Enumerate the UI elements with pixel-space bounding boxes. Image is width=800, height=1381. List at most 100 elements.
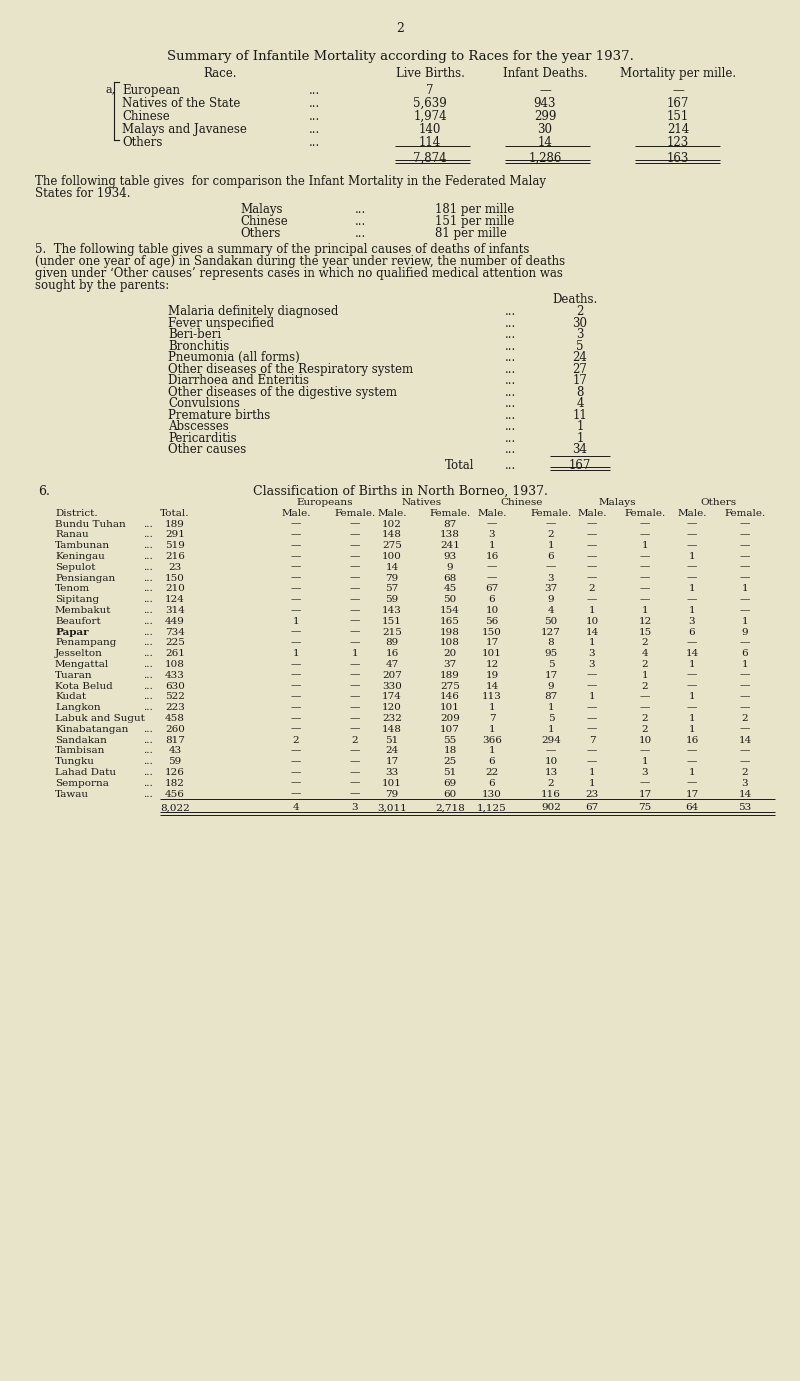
Text: 1: 1: [642, 541, 648, 550]
Text: —: —: [640, 779, 650, 787]
Text: —: —: [350, 714, 360, 722]
Text: —: —: [587, 757, 597, 766]
Text: Diarrhoea and Enteritis: Diarrhoea and Enteritis: [168, 374, 309, 387]
Text: States for 1934.: States for 1934.: [35, 186, 130, 200]
Text: Langkon: Langkon: [55, 703, 101, 713]
Text: Tambisan: Tambisan: [55, 746, 106, 755]
Text: ...: ...: [504, 305, 516, 318]
Text: ...: ...: [143, 746, 153, 755]
Text: 215: 215: [382, 627, 402, 637]
Text: 5,639: 5,639: [413, 97, 447, 110]
Text: 1: 1: [742, 584, 748, 594]
Text: 17: 17: [686, 790, 698, 798]
Text: —: —: [291, 790, 301, 798]
Text: —: —: [587, 595, 597, 603]
Text: —: —: [740, 573, 750, 583]
Text: 2: 2: [548, 779, 554, 787]
Text: —: —: [740, 519, 750, 529]
Text: 1: 1: [589, 779, 595, 787]
Text: —: —: [740, 692, 750, 702]
Text: —: —: [291, 562, 301, 572]
Text: ...: ...: [143, 779, 153, 787]
Text: ...: ...: [504, 443, 516, 456]
Text: —: —: [740, 703, 750, 713]
Text: 817: 817: [165, 736, 185, 744]
Text: —: —: [350, 703, 360, 713]
Text: —: —: [350, 671, 360, 679]
Text: —: —: [350, 541, 360, 550]
Text: ...: ...: [143, 595, 153, 603]
Text: Other diseases of the digestive system: Other diseases of the digestive system: [168, 385, 397, 399]
Text: —: —: [350, 725, 360, 733]
Text: 151 per mille: 151 per mille: [435, 215, 514, 228]
Text: —: —: [350, 627, 360, 637]
Text: —: —: [350, 530, 360, 540]
Text: 14: 14: [486, 681, 498, 690]
Text: 25: 25: [443, 757, 457, 766]
Text: —: —: [640, 530, 650, 540]
Text: —: —: [350, 573, 360, 583]
Text: 7,874: 7,874: [413, 152, 447, 164]
Text: —: —: [291, 768, 301, 778]
Text: —: —: [350, 779, 360, 787]
Text: —: —: [640, 703, 650, 713]
Text: ...: ...: [504, 396, 516, 410]
Text: 1: 1: [576, 431, 584, 445]
Text: Mortality per mille.: Mortality per mille.: [620, 68, 736, 80]
Text: 167: 167: [667, 97, 689, 110]
Text: 151: 151: [382, 617, 402, 626]
Text: 8: 8: [548, 638, 554, 648]
Text: 1: 1: [589, 768, 595, 778]
Text: 5: 5: [548, 714, 554, 722]
Text: 120: 120: [382, 703, 402, 713]
Text: Male.: Male.: [282, 508, 310, 518]
Text: 223: 223: [165, 703, 185, 713]
Text: 3: 3: [576, 329, 584, 341]
Text: —: —: [687, 519, 697, 529]
Text: 3: 3: [489, 530, 495, 540]
Text: 6: 6: [489, 757, 495, 766]
Text: Female.: Female.: [724, 508, 766, 518]
Text: —: —: [587, 746, 597, 755]
Text: 902: 902: [541, 804, 561, 812]
Text: 1: 1: [489, 746, 495, 755]
Text: ...: ...: [504, 420, 516, 434]
Text: 207: 207: [382, 671, 402, 679]
Text: 15: 15: [638, 627, 652, 637]
Text: 126: 126: [165, 768, 185, 778]
Text: —: —: [350, 606, 360, 615]
Text: —: —: [291, 606, 301, 615]
Text: —: —: [291, 530, 301, 540]
Text: —: —: [350, 617, 360, 626]
Text: Membakut: Membakut: [55, 606, 111, 615]
Text: 1: 1: [589, 606, 595, 615]
Text: 47: 47: [386, 660, 398, 668]
Text: 216: 216: [165, 552, 185, 561]
Text: Fever unspecified: Fever unspecified: [168, 316, 274, 330]
Text: Sepulot: Sepulot: [55, 562, 95, 572]
Text: —: —: [291, 660, 301, 668]
Text: Penampang: Penampang: [55, 638, 116, 648]
Text: —: —: [291, 681, 301, 690]
Text: 2,718: 2,718: [435, 804, 465, 812]
Text: 87: 87: [544, 692, 558, 702]
Text: ...: ...: [143, 757, 153, 766]
Text: —: —: [587, 530, 597, 540]
Text: Kinabatangan: Kinabatangan: [55, 725, 128, 733]
Text: Bundu Tuhan: Bundu Tuhan: [55, 519, 126, 529]
Text: 10: 10: [544, 757, 558, 766]
Text: 4: 4: [548, 606, 554, 615]
Text: 2: 2: [742, 768, 748, 778]
Text: given under ‘Other causes’ represents cases in which no qualified medical attent: given under ‘Other causes’ represents ca…: [35, 267, 563, 280]
Text: 1: 1: [548, 703, 554, 713]
Text: 2: 2: [642, 660, 648, 668]
Text: 101: 101: [482, 649, 502, 659]
Text: —: —: [687, 638, 697, 648]
Text: —: —: [687, 541, 697, 550]
Text: —: —: [740, 671, 750, 679]
Text: Male.: Male.: [678, 508, 706, 518]
Text: —: —: [350, 768, 360, 778]
Text: 8,022: 8,022: [160, 804, 190, 812]
Text: Pericarditis: Pericarditis: [168, 431, 237, 445]
Text: —: —: [687, 671, 697, 679]
